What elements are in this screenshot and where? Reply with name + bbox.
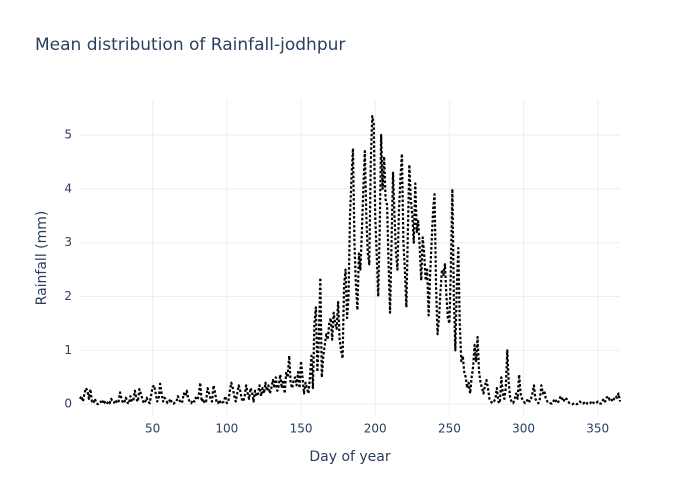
x-tick-label: 150 bbox=[290, 422, 313, 436]
y-tick-label: 1 bbox=[64, 343, 72, 357]
y-tick-label: 5 bbox=[64, 128, 72, 142]
x-tick-label: 100 bbox=[215, 422, 238, 436]
y-tick-label: 4 bbox=[64, 181, 72, 195]
x-tick-label: 300 bbox=[512, 422, 535, 436]
y-tick-label: 0 bbox=[64, 397, 72, 411]
x-tick-label: 350 bbox=[586, 422, 609, 436]
y-tick-label: 2 bbox=[64, 289, 72, 303]
x-tick-label: 50 bbox=[145, 422, 160, 436]
y-axis-label: Rainfall (mm) bbox=[34, 211, 50, 306]
chart-title: Mean distribution of Rainfall-jodhpur bbox=[35, 35, 345, 55]
line-series bbox=[79, 115, 622, 406]
x-tick-label: 250 bbox=[438, 422, 461, 436]
y-tick-label: 3 bbox=[64, 235, 72, 249]
x-tick-label: 200 bbox=[364, 422, 387, 436]
x-axis-label: Day of year bbox=[309, 449, 391, 465]
